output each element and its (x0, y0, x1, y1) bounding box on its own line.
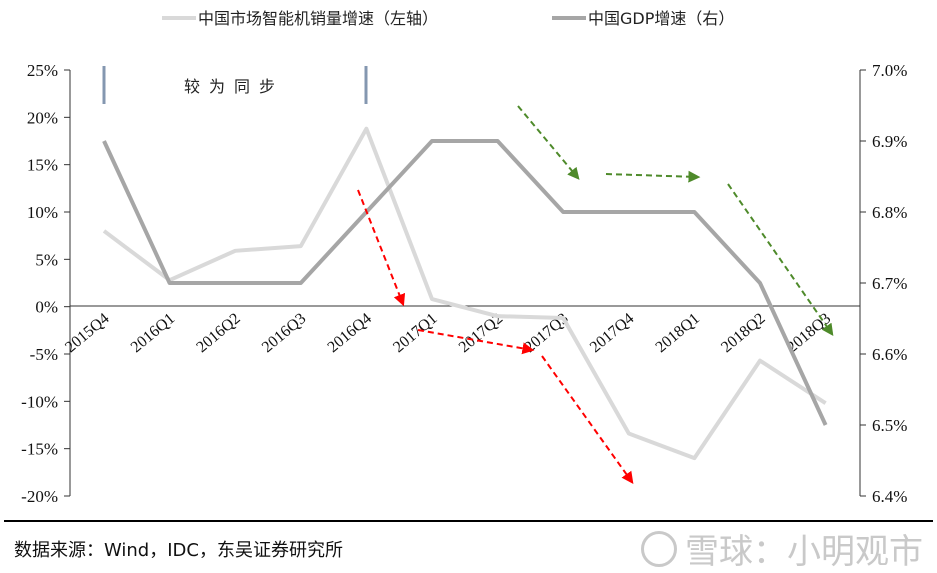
source-note: 数据来源：Wind，IDC，东吴证券研究所 (14, 540, 343, 561)
green-arrow-3 (727, 183, 834, 336)
right-tick-label: 7.0% (872, 61, 907, 80)
legend-label-gdp: 中国GDP增速（右） (588, 9, 734, 28)
category-label: 2017Q4 (587, 310, 637, 356)
left-tick-label: 20% (27, 108, 58, 127)
left-tick-label: 15% (27, 156, 58, 175)
left-tick-label: 0% (35, 298, 58, 317)
category-label: 2016Q3 (259, 310, 309, 356)
right-tick-label: 6.7% (872, 274, 907, 293)
right-tick-label: 6.6% (872, 345, 907, 364)
watermark-text: 雪球：小明观市 (685, 532, 923, 572)
left-tick-label: 10% (27, 203, 58, 222)
right-tick-label: 6.5% (872, 416, 907, 435)
green-arrow-1 (517, 105, 580, 180)
red-arrow-1 (357, 189, 406, 307)
right-tick-label: 6.9% (872, 132, 907, 151)
left-tick-label: -20% (21, 487, 58, 506)
sync-annotation: 较为同步 (184, 77, 284, 96)
category-label: 2018Q2 (718, 310, 768, 356)
right-tick-label: 6.8% (872, 203, 907, 222)
right-tick-label: 6.4% (872, 487, 907, 506)
left-tick-label: -15% (21, 440, 58, 459)
snowball-logo-icon (641, 531, 677, 567)
left-tick-label: -5% (30, 345, 58, 364)
left-tick-label: -10% (21, 392, 58, 411)
category-label: 2018Q1 (653, 310, 703, 356)
left-tick-label: 25% (27, 61, 58, 80)
category-label: 2016Q2 (193, 310, 243, 356)
category-label: 2016Q1 (128, 310, 178, 356)
category-label: 2016Q4 (325, 310, 375, 356)
series-smartphone-line (102, 126, 827, 461)
green-arrow-2 (605, 170, 701, 183)
legend-label-smartphone: 中国市场智能机销量增速（左轴） (198, 9, 438, 28)
left-tick-label: 5% (35, 250, 58, 269)
series-gdp-line (102, 139, 828, 426)
red-arrow-3 (541, 355, 634, 484)
watermark: 雪球：小明观市 (641, 524, 923, 573)
